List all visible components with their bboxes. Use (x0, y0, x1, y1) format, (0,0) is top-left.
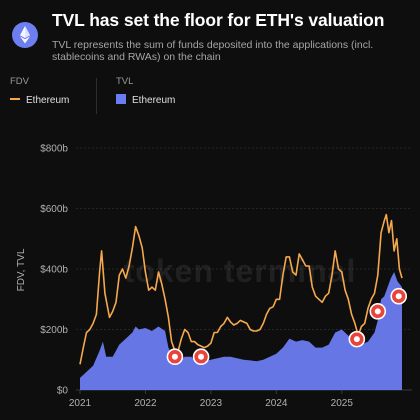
y-tick-label: $800b (40, 144, 68, 155)
floor-marker-dot (353, 336, 360, 343)
y-tick-label: $600b (40, 204, 68, 215)
floor-marker-dot (171, 353, 178, 360)
chart-subtitle: TVL represents the sum of funds deposite… (52, 39, 374, 63)
x-tick-label: 2023 (200, 398, 223, 409)
ethereum-icon (12, 22, 38, 48)
y-tick-label: $400b (40, 265, 68, 276)
x-tick-label: 2025 (331, 398, 354, 409)
legend-title-tvl: TVL (116, 76, 134, 87)
floor-marker (192, 348, 210, 366)
floor-marker-dot (374, 308, 381, 315)
legend-entry-tvl[interactable]: Ethereum (116, 94, 176, 106)
legend-swatch-tvl (116, 94, 126, 105)
y-tick-label: $200b (40, 325, 68, 336)
floor-marker (348, 330, 366, 348)
floor-marker (369, 303, 387, 320)
chart-legend: FDV Ethereum TVL Ethereum (10, 76, 410, 116)
legend-divider (96, 78, 97, 114)
floor-marker (166, 348, 184, 366)
legend-title-fdv: FDV (10, 76, 29, 87)
y-tick-label: $0 (57, 386, 69, 397)
chart-header: TVL has set the floor for ETH's valuatio… (10, 8, 412, 68)
legend-label-fdv: Ethereum (26, 95, 70, 106)
tvl-area-series (80, 272, 402, 390)
chart-title: TVL has set the floor for ETH's valuatio… (52, 10, 385, 30)
legend-swatch-fdv (10, 98, 20, 101)
x-tick-label: 2021 (69, 398, 92, 409)
legend-group-fdv: FDV Ethereum (10, 76, 69, 106)
floor-marker (390, 287, 408, 305)
floor-marker-dot (395, 293, 402, 300)
floor-marker-dot (198, 353, 205, 360)
y-axis-title: FDV, TVL (16, 248, 27, 291)
x-tick-label: 2024 (265, 398, 288, 409)
x-tick-label: 2022 (134, 398, 157, 409)
legend-entry-fdv[interactable]: Ethereum (10, 95, 69, 106)
watermark-text: token terminal (124, 253, 357, 289)
legend-label-tvl: Ethereum (132, 95, 176, 106)
fdv-line-series (79, 213, 403, 365)
legend-group-tvl: TVL Ethereum (116, 76, 175, 106)
